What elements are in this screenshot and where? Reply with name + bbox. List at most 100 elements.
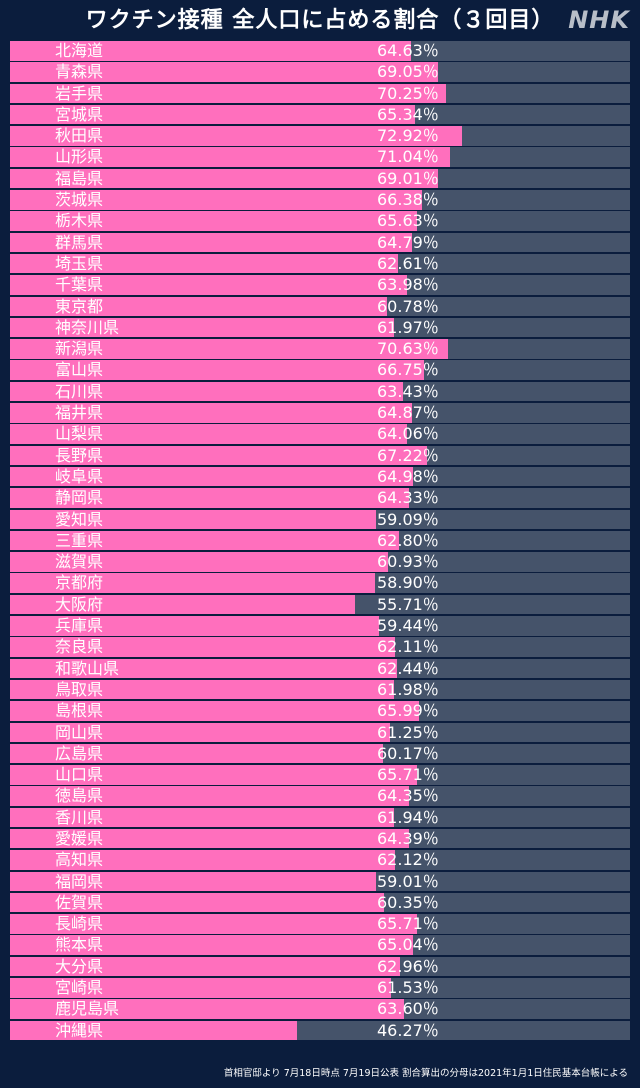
bar xyxy=(10,701,420,721)
prefecture-label: 高知県 xyxy=(55,850,104,870)
value-label: 55.71％ xyxy=(377,594,439,614)
value-label: 63.98％ xyxy=(377,275,439,295)
prefecture-label: 東京都 xyxy=(55,296,104,316)
bar-row: 福井県 64.87％ xyxy=(10,403,630,423)
bar xyxy=(10,743,384,764)
prefecture-label: 徳島県 xyxy=(55,786,104,806)
prefecture-label: 奈良県 xyxy=(55,637,104,657)
chart-title: ワクチン接種 全人口に占める割合（３回目） xyxy=(85,8,555,33)
prefecture-label: 宮城県 xyxy=(55,104,104,124)
bar-row: 鹿児島県 63.60％ xyxy=(10,999,630,1019)
prefecture-label: 福島県 xyxy=(55,168,104,188)
value-label: 59.44％ xyxy=(377,616,439,636)
value-label: 70.25％ xyxy=(377,83,439,103)
prefecture-label: 富山県 xyxy=(55,360,104,380)
bar-row: 三重県 62.80％ xyxy=(10,530,630,551)
bar xyxy=(10,892,385,913)
prefecture-label: 栃木県 xyxy=(55,211,104,231)
source-note: 首相官邸より 7月18日時点 7月19日公表 割合算出の分母は2021年1月1日… xyxy=(223,1068,628,1079)
bar-row: 山形県 71.04％ xyxy=(10,147,630,167)
value-label: 60.78％ xyxy=(377,296,439,316)
bar xyxy=(10,190,422,210)
value-label: 61.97％ xyxy=(377,317,439,337)
bar xyxy=(10,275,407,295)
prefecture-label: 埼玉県 xyxy=(55,253,104,273)
bar xyxy=(10,807,395,828)
prefecture-label: 広島県 xyxy=(55,743,104,763)
bar-row: 栃木県 65.63％ xyxy=(10,211,630,231)
value-label: 69.05％ xyxy=(377,62,439,82)
bar xyxy=(10,488,409,508)
value-label: 65.99％ xyxy=(377,701,439,721)
value-label: 62.44％ xyxy=(377,658,439,678)
prefecture-label: 兵庫県 xyxy=(55,616,104,636)
bar-row: 富山県 66.75％ xyxy=(10,360,630,380)
prefecture-label: 三重県 xyxy=(55,530,104,550)
bar xyxy=(10,552,388,572)
bar-row: 青森県 69.05％ xyxy=(10,62,630,82)
value-label: 65.04％ xyxy=(377,935,439,955)
bar-row: 佐賀県 60.35％ xyxy=(10,892,630,913)
prefecture-label: 愛知県 xyxy=(55,509,104,529)
value-label: 61.25％ xyxy=(377,722,439,742)
bar xyxy=(10,573,376,593)
prefecture-label: 山口県 xyxy=(55,765,104,785)
prefecture-label: 岐阜県 xyxy=(55,466,104,486)
prefecture-label: 静岡県 xyxy=(55,488,104,508)
bar-row: 群馬県 64.79％ xyxy=(10,232,630,253)
value-label: 71.04％ xyxy=(377,147,439,167)
bar-row: 高知県 62.12％ xyxy=(10,850,630,870)
bar xyxy=(10,935,414,955)
bar-row: 長崎県 65.71％ xyxy=(10,914,630,934)
bar-row: 山口県 65.71％ xyxy=(10,765,630,785)
value-label: 67.22％ xyxy=(377,445,439,465)
bar xyxy=(10,871,376,892)
nhk-logo: NHK xyxy=(568,6,630,34)
bar xyxy=(10,104,416,125)
bar xyxy=(10,999,405,1019)
value-label: 66.38％ xyxy=(377,190,439,210)
value-label: 61.98％ xyxy=(377,679,439,699)
value-label: 60.35％ xyxy=(377,892,439,912)
value-label: 62.11％ xyxy=(377,637,439,657)
bar xyxy=(10,722,390,742)
prefecture-label: 石川県 xyxy=(55,381,104,401)
value-label: 65.71％ xyxy=(377,914,439,934)
bar xyxy=(10,658,398,679)
bar-row: 岡山県 61.25％ xyxy=(10,722,630,742)
prefecture-label: 熊本県 xyxy=(55,935,104,955)
bar xyxy=(10,317,395,338)
bar-row: 宮崎県 61.53％ xyxy=(10,978,630,998)
prefecture-label: 福井県 xyxy=(55,403,104,423)
bar xyxy=(10,637,396,657)
value-label: 63.60％ xyxy=(377,999,439,1019)
prefecture-label: 沖縄県 xyxy=(55,1020,104,1040)
value-label: 62.96％ xyxy=(377,956,439,976)
value-label: 62.80％ xyxy=(377,530,439,550)
bar xyxy=(10,147,451,167)
bar-row: 岩手県 70.25％ xyxy=(10,83,630,104)
bar xyxy=(10,914,418,934)
bar-row: 神奈川県 61.97％ xyxy=(10,317,630,338)
bar xyxy=(10,594,356,615)
prefecture-label: 山梨県 xyxy=(55,424,104,444)
bar-row: 北海道 64.63％ xyxy=(10,41,630,61)
bar xyxy=(10,828,410,849)
bar-row: 広島県 60.17％ xyxy=(10,743,630,764)
bar xyxy=(10,253,399,274)
bar xyxy=(10,62,439,82)
prefecture-label: 岡山県 xyxy=(55,722,104,742)
bar-row: 奈良県 62.11％ xyxy=(10,637,630,657)
value-label: 70.63％ xyxy=(377,339,439,359)
bar-row: 岐阜県 64.98％ xyxy=(10,466,630,487)
bar-row: 宮城県 65.34％ xyxy=(10,104,630,125)
prefecture-label: 宮崎県 xyxy=(55,978,104,998)
bar-row: 島根県 65.99％ xyxy=(10,701,630,721)
value-label: 64.33％ xyxy=(377,488,439,508)
bar-row: 石川県 63.43％ xyxy=(10,381,630,402)
bar xyxy=(10,41,411,61)
prefecture-label: 愛媛県 xyxy=(55,828,104,848)
prefecture-label: 島根県 xyxy=(55,701,104,721)
bar-row: 鳥取県 61.98％ xyxy=(10,679,630,700)
bar xyxy=(10,360,424,380)
